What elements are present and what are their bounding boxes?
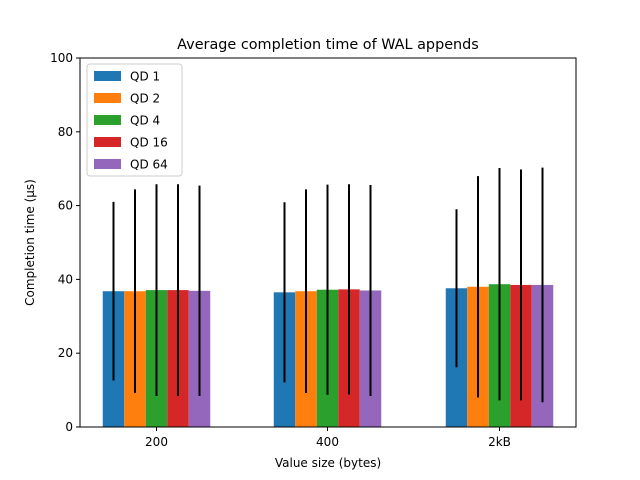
x-tick-label: 2kB — [488, 435, 511, 449]
x-tick-label: 400 — [316, 435, 339, 449]
legend: QD 1 QD 2 QD 4 QD 16 QD 64 — [86, 63, 183, 177]
y-tick-label: 80 — [58, 125, 73, 139]
legend-label: QD 16 — [130, 136, 168, 150]
y-tick-label: 60 — [58, 199, 73, 213]
error-bars-group — [112, 167, 544, 403]
y-axis-label: Completion time (µs) — [23, 179, 37, 306]
x-tick-label: 200 — [145, 435, 168, 449]
y-tick-label: 0 — [65, 420, 73, 434]
x-axis-label: Value size (bytes) — [275, 456, 381, 470]
y-tick-label: 20 — [58, 346, 73, 360]
y-axis: 0 20 40 60 80 100 — [50, 51, 80, 434]
y-tick-label: 100 — [50, 51, 73, 65]
legend-swatch — [94, 71, 121, 81]
legend-label: QD 2 — [130, 92, 160, 106]
y-tick-label: 40 — [58, 272, 73, 286]
legend-swatch — [94, 137, 121, 147]
legend-swatch — [94, 93, 121, 103]
legend-label: QD 4 — [130, 114, 160, 128]
legend-label: QD 64 — [130, 158, 168, 172]
chart-title: Average completion time of WAL appends — [177, 37, 479, 53]
x-axis: 200 400 2kB — [145, 427, 511, 449]
legend-swatch — [94, 159, 121, 169]
legend-label: QD 1 — [130, 70, 160, 84]
legend-swatch — [94, 115, 121, 125]
legend-box — [86, 63, 183, 177]
